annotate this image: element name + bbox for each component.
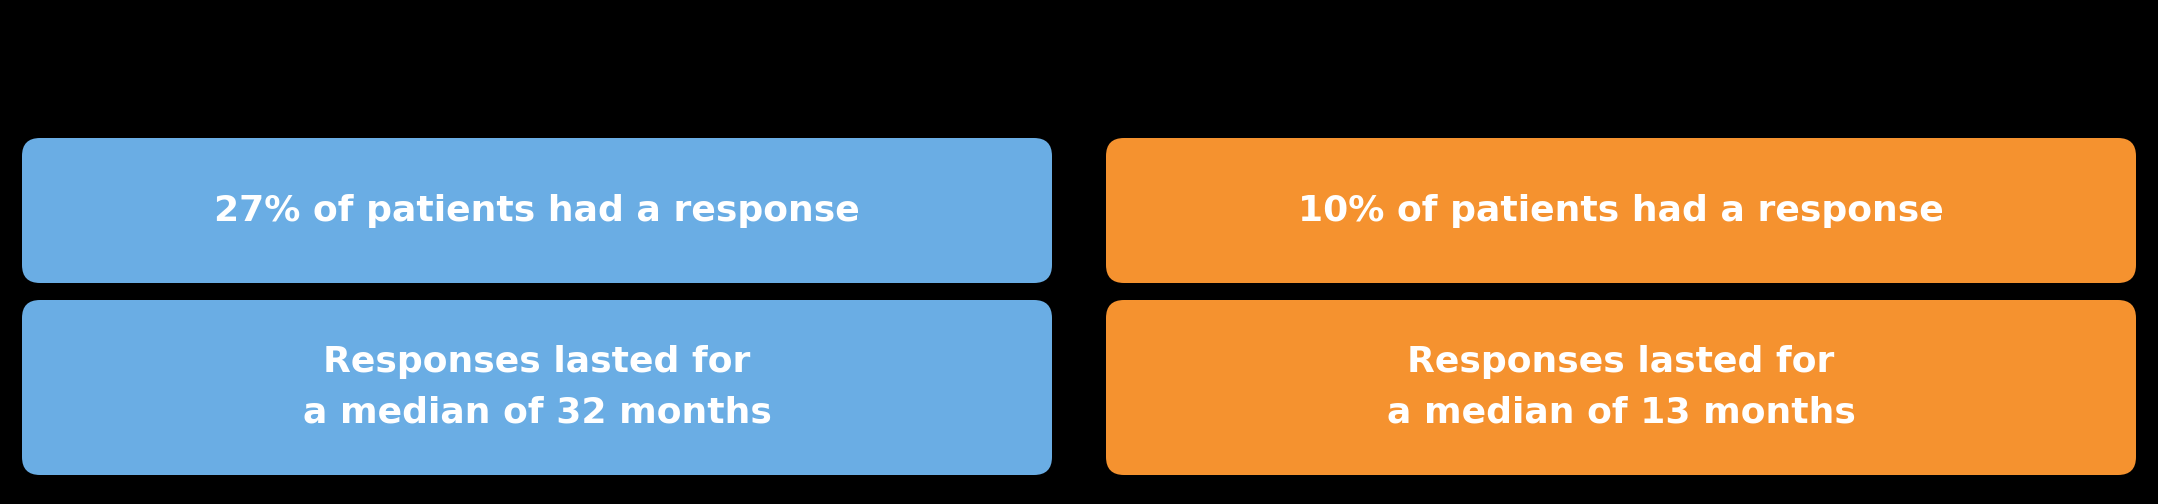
Text: Responses lasted for
a median of 13 months: Responses lasted for a median of 13 mont… [1388,345,1856,429]
Text: Responses lasted for
a median of 32 months: Responses lasted for a median of 32 mont… [302,345,770,429]
Text: 10% of patients had a response: 10% of patients had a response [1299,194,1944,227]
Text: 27% of patients had a response: 27% of patients had a response [214,194,859,227]
FancyBboxPatch shape [1107,138,2136,283]
FancyBboxPatch shape [22,138,1051,283]
FancyBboxPatch shape [1107,300,2136,475]
FancyBboxPatch shape [22,300,1051,475]
